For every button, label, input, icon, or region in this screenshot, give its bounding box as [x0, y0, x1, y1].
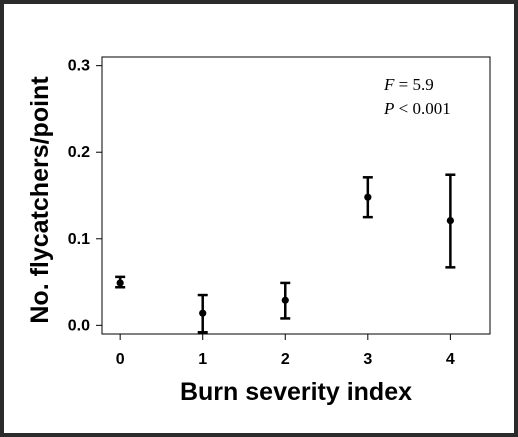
y-axis-title: No. flycatchers/point: [26, 76, 54, 324]
y-tick-label: 0.1: [68, 231, 90, 248]
p-value: < 0.001: [394, 99, 450, 118]
x-tick-label: 2: [281, 351, 290, 368]
scatter-chart: 0.0 0.1 0.2 0.3 0 1 2 3 4 F = 5.9 P < 0.001 Bur…: [26, 56, 491, 406]
data-point: [281, 296, 289, 304]
x-tick-label: 3: [363, 351, 372, 368]
y-tick-label: 0.3: [68, 58, 90, 75]
plot-area-border: [101, 56, 491, 335]
f-symbol: F: [383, 75, 395, 94]
y-axis: 0.0 0.1 0.2 0.3: [68, 58, 102, 334]
data-series: [115, 173, 456, 334]
y-tick-label: 0.2: [68, 144, 90, 161]
f-value: = 5.9: [394, 75, 433, 94]
data-point: [199, 309, 207, 317]
x-tick-label: 1: [198, 351, 207, 368]
f-statistic: F = 5.9: [383, 75, 434, 94]
y-tick-label: 0.0: [68, 317, 90, 334]
data-point: [364, 193, 372, 201]
p-symbol: P: [383, 99, 394, 118]
data-point: [446, 217, 454, 225]
figure-panel: 0.0 0.1 0.2 0.3 0 1 2 3 4 F = 5.9 P < 0.001 Bur…: [4, 4, 514, 433]
x-tick-label: 4: [446, 351, 455, 368]
x-axis: 0 1 2 3 4: [116, 334, 455, 368]
p-statistic: P < 0.001: [383, 99, 451, 118]
data-point: [116, 279, 124, 287]
x-tick-label: 0: [116, 351, 125, 368]
x-axis-title: Burn severity index: [180, 378, 412, 406]
